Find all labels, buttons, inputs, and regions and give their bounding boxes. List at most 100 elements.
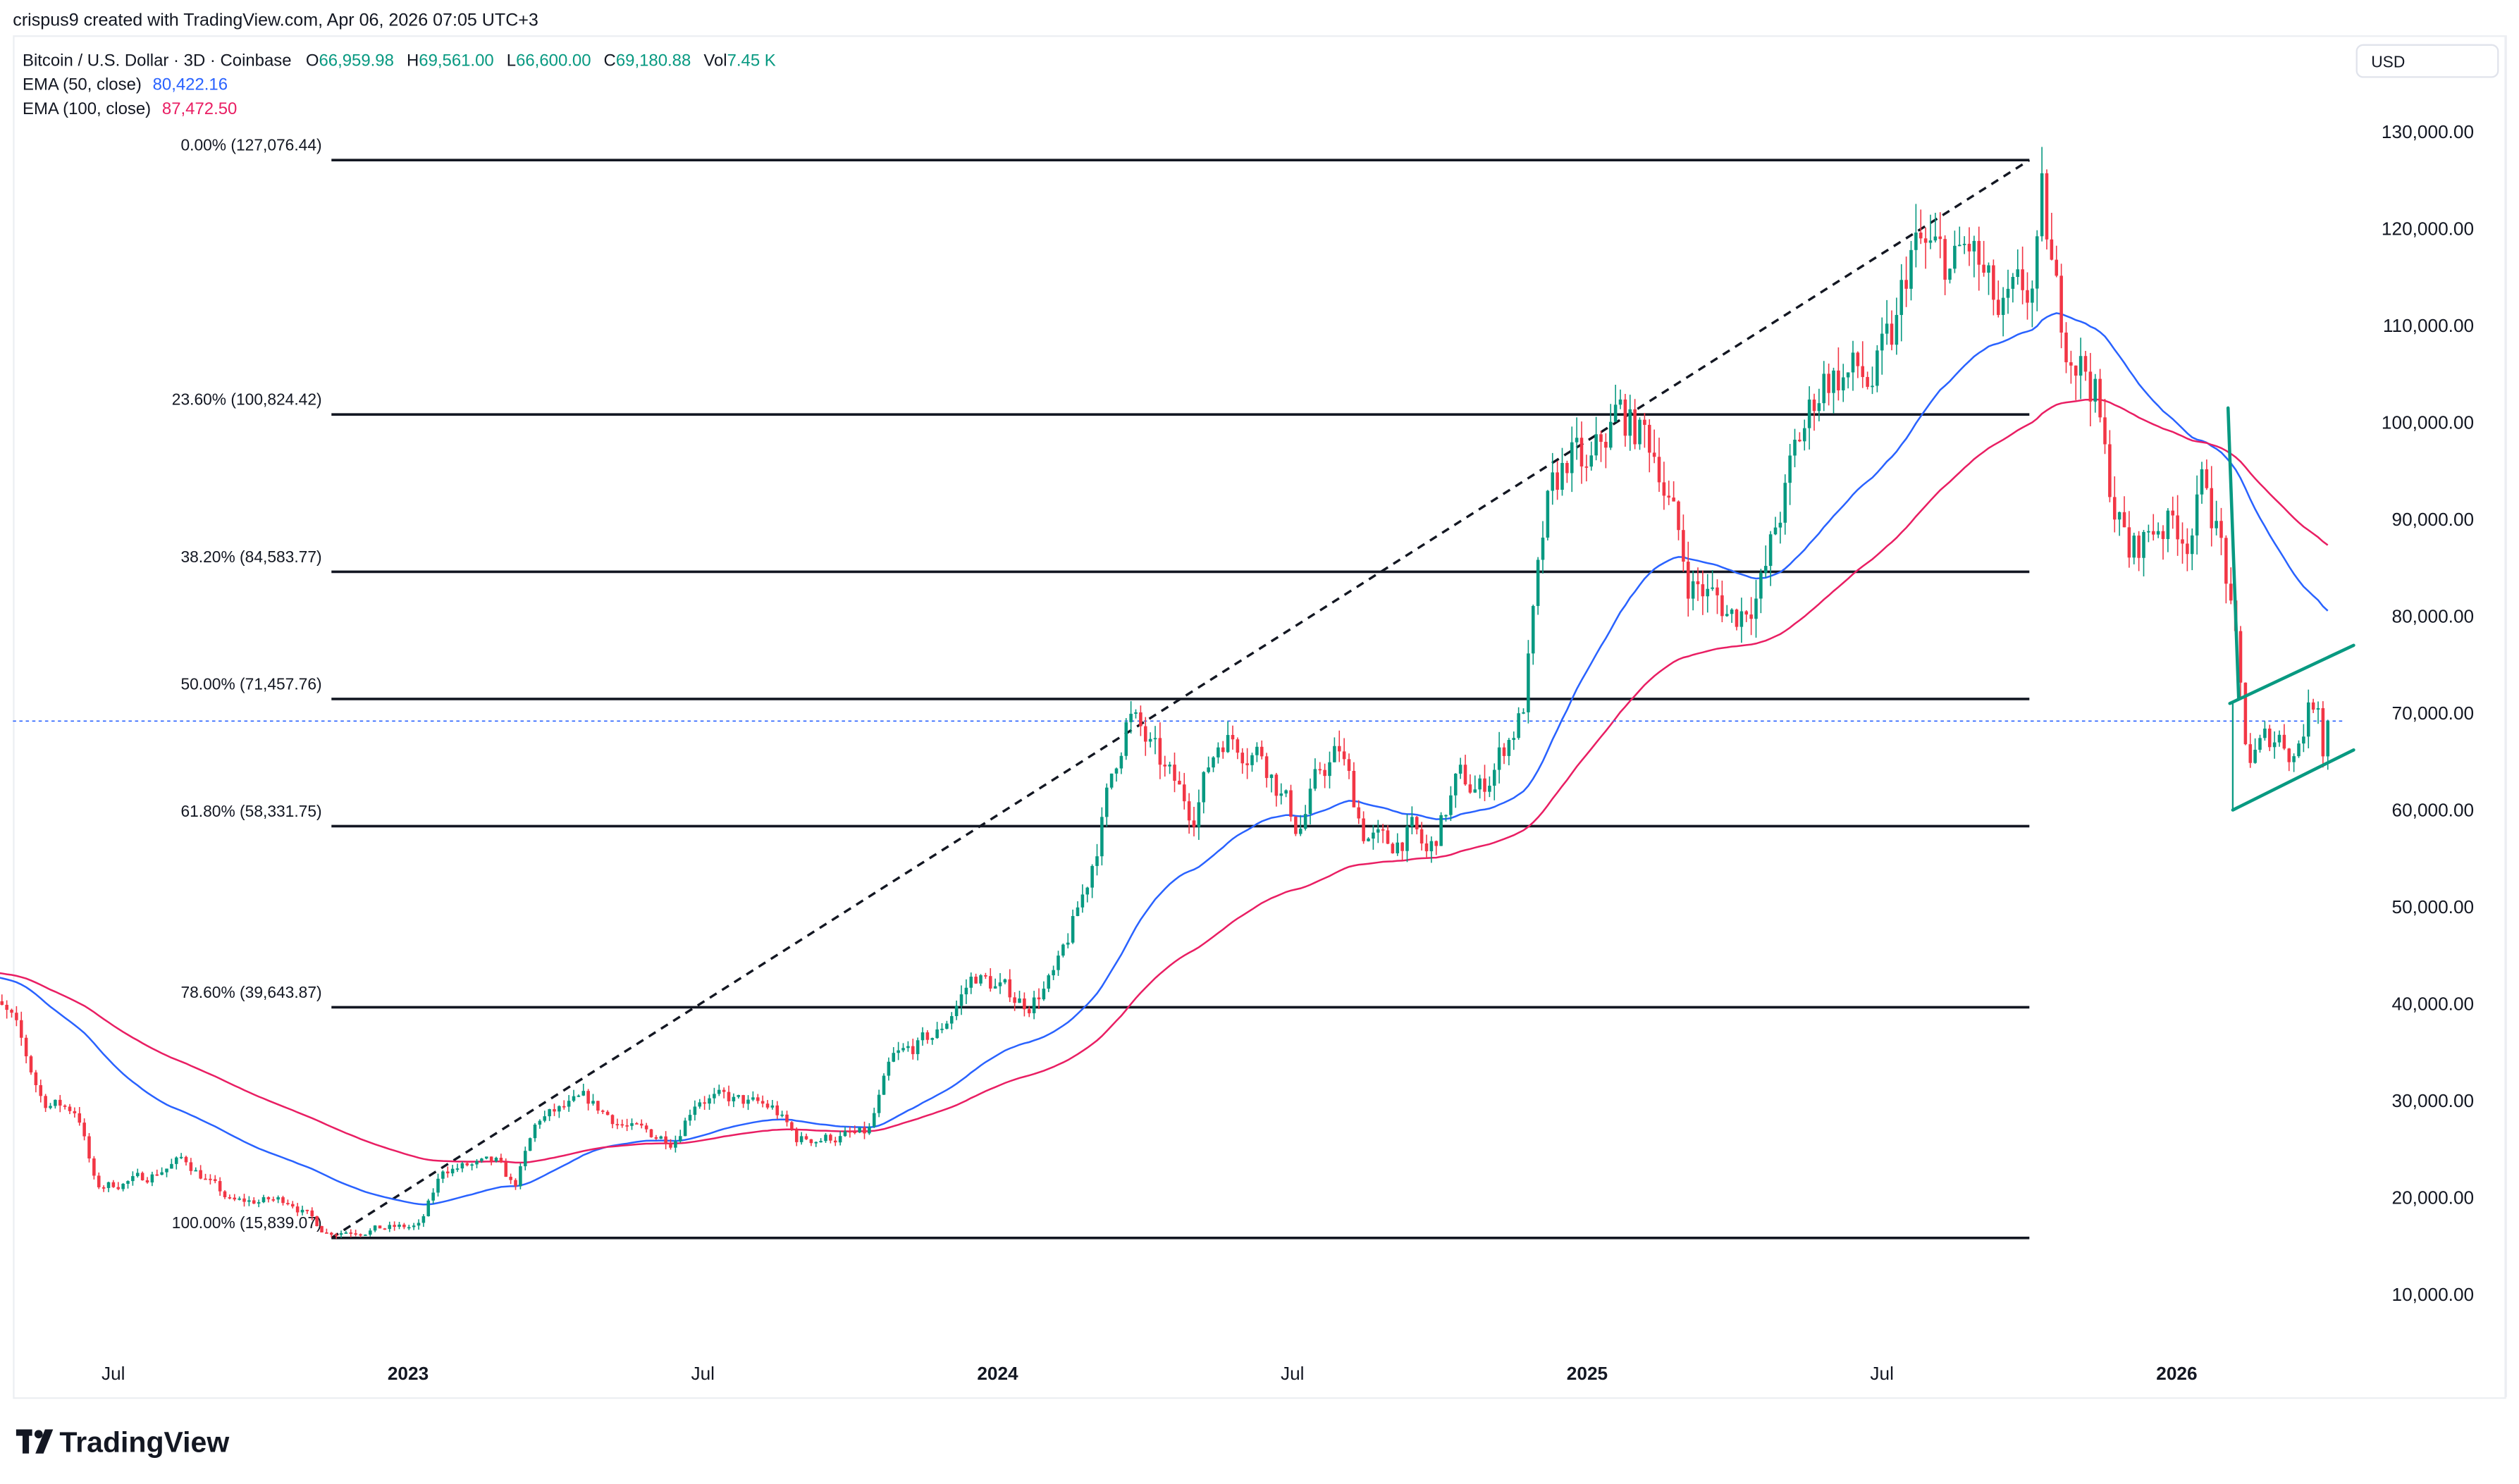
candle (160, 1172, 164, 1175)
upper-trendline[interactable] (2228, 643, 2355, 705)
candle (1749, 614, 1753, 619)
candle (1512, 738, 1516, 741)
candle (533, 1125, 537, 1139)
candle (988, 976, 992, 989)
candle (2026, 290, 2029, 303)
candle (1178, 781, 1181, 785)
candle (1124, 722, 1128, 756)
candle (930, 1038, 935, 1040)
candle (1483, 778, 1486, 792)
candle (1696, 581, 1700, 585)
candle (1134, 712, 1138, 714)
candle (276, 1197, 280, 1200)
candle (558, 1106, 561, 1112)
candle (1783, 483, 1787, 523)
candle (228, 1197, 232, 1199)
candle (445, 1171, 450, 1174)
candle (964, 987, 968, 995)
candle (2316, 707, 2320, 710)
pattern-lines[interactable] (2226, 406, 2355, 812)
candle (954, 1006, 959, 1016)
candle (204, 1178, 207, 1180)
candle (310, 1210, 314, 1217)
candle (553, 1109, 556, 1112)
tradingview-logo[interactable]: TradingView (16, 1426, 229, 1458)
candle (591, 1101, 595, 1104)
candle (2306, 702, 2310, 737)
candle (2132, 536, 2136, 558)
legend-ema100-row[interactable]: EMA (100, close) 87,472.50 (23, 99, 237, 118)
legend-ema50-row[interactable]: EMA (50, close) 80,422.16 (23, 75, 228, 94)
flagpole[interactable] (2226, 406, 2241, 700)
candle (475, 1161, 479, 1165)
candle (509, 1177, 512, 1180)
candle (1943, 239, 1947, 280)
candle (858, 1127, 861, 1133)
candle (1468, 784, 1472, 793)
ema50-value: 80,422.16 (153, 75, 228, 94)
candle (1264, 756, 1269, 779)
candle (649, 1129, 653, 1137)
candle (605, 1111, 610, 1115)
candle (829, 1134, 832, 1141)
candle (727, 1092, 731, 1101)
candle (2112, 497, 2117, 520)
candle (799, 1136, 803, 1142)
candle (819, 1141, 823, 1143)
candle (1866, 377, 1869, 387)
candle (635, 1123, 639, 1125)
candle (1444, 815, 1448, 817)
candle (1584, 466, 1589, 468)
candle (620, 1124, 624, 1126)
candle (2064, 332, 2068, 363)
price-tick-label: 130,000.00 (2382, 121, 2474, 142)
candle (1608, 421, 1613, 448)
high-label: H (407, 51, 419, 70)
candle (1560, 463, 1564, 490)
candle (2297, 743, 2301, 757)
candle (1982, 264, 1985, 273)
candle (969, 977, 973, 988)
time-axis[interactable]: Jul 2023 Jul 2024 Jul 2025 Jul 2026 (101, 1363, 2198, 1384)
candle (1977, 240, 1981, 265)
candle (625, 1125, 629, 1127)
currency-button[interactable]: USD (2355, 44, 2499, 78)
time-tick-label: Jul (101, 1363, 125, 1384)
candle (1861, 366, 1865, 378)
candle (1245, 763, 1249, 765)
candle (1701, 584, 1705, 597)
candle (1716, 587, 1719, 595)
candle (2321, 707, 2325, 757)
tradingview-logo-icon (16, 1429, 54, 1454)
candle (325, 1232, 328, 1234)
candle (1023, 998, 1026, 1010)
lower-trendline[interactable] (2231, 748, 2355, 812)
candle (1546, 490, 1550, 538)
fib-level-label: 23.60% (100,824.42) (172, 390, 322, 408)
candle (126, 1181, 130, 1184)
candle (2156, 531, 2160, 535)
candle (421, 1216, 426, 1223)
candle (1647, 424, 1651, 453)
candle (1027, 1009, 1031, 1013)
candle (494, 1158, 498, 1162)
candle (271, 1199, 276, 1201)
fibonacci-retracement[interactable]: 0.00% (127,076.44) 23.60% (100,824.42) 38.… (172, 136, 2031, 1239)
candle (833, 1140, 837, 1143)
candle (1739, 611, 1744, 627)
candle (920, 1032, 925, 1041)
candle (1032, 997, 1036, 1013)
candle (10, 1010, 13, 1013)
candle (1871, 385, 1874, 388)
candle (901, 1048, 905, 1051)
candle (339, 1233, 343, 1235)
ema50-label: EMA (50, close) (23, 75, 142, 94)
fib-trend-line[interactable] (331, 159, 2031, 1239)
candle (693, 1106, 697, 1115)
candle (1953, 245, 1957, 269)
price-axis[interactable]: 130,000.00 120,000.00 110,000.00 100,000.00… (2382, 121, 2474, 1305)
fib-level-label: 100.00% (15,839.07) (172, 1213, 322, 1232)
candle (1168, 765, 1171, 767)
candle (320, 1226, 324, 1233)
